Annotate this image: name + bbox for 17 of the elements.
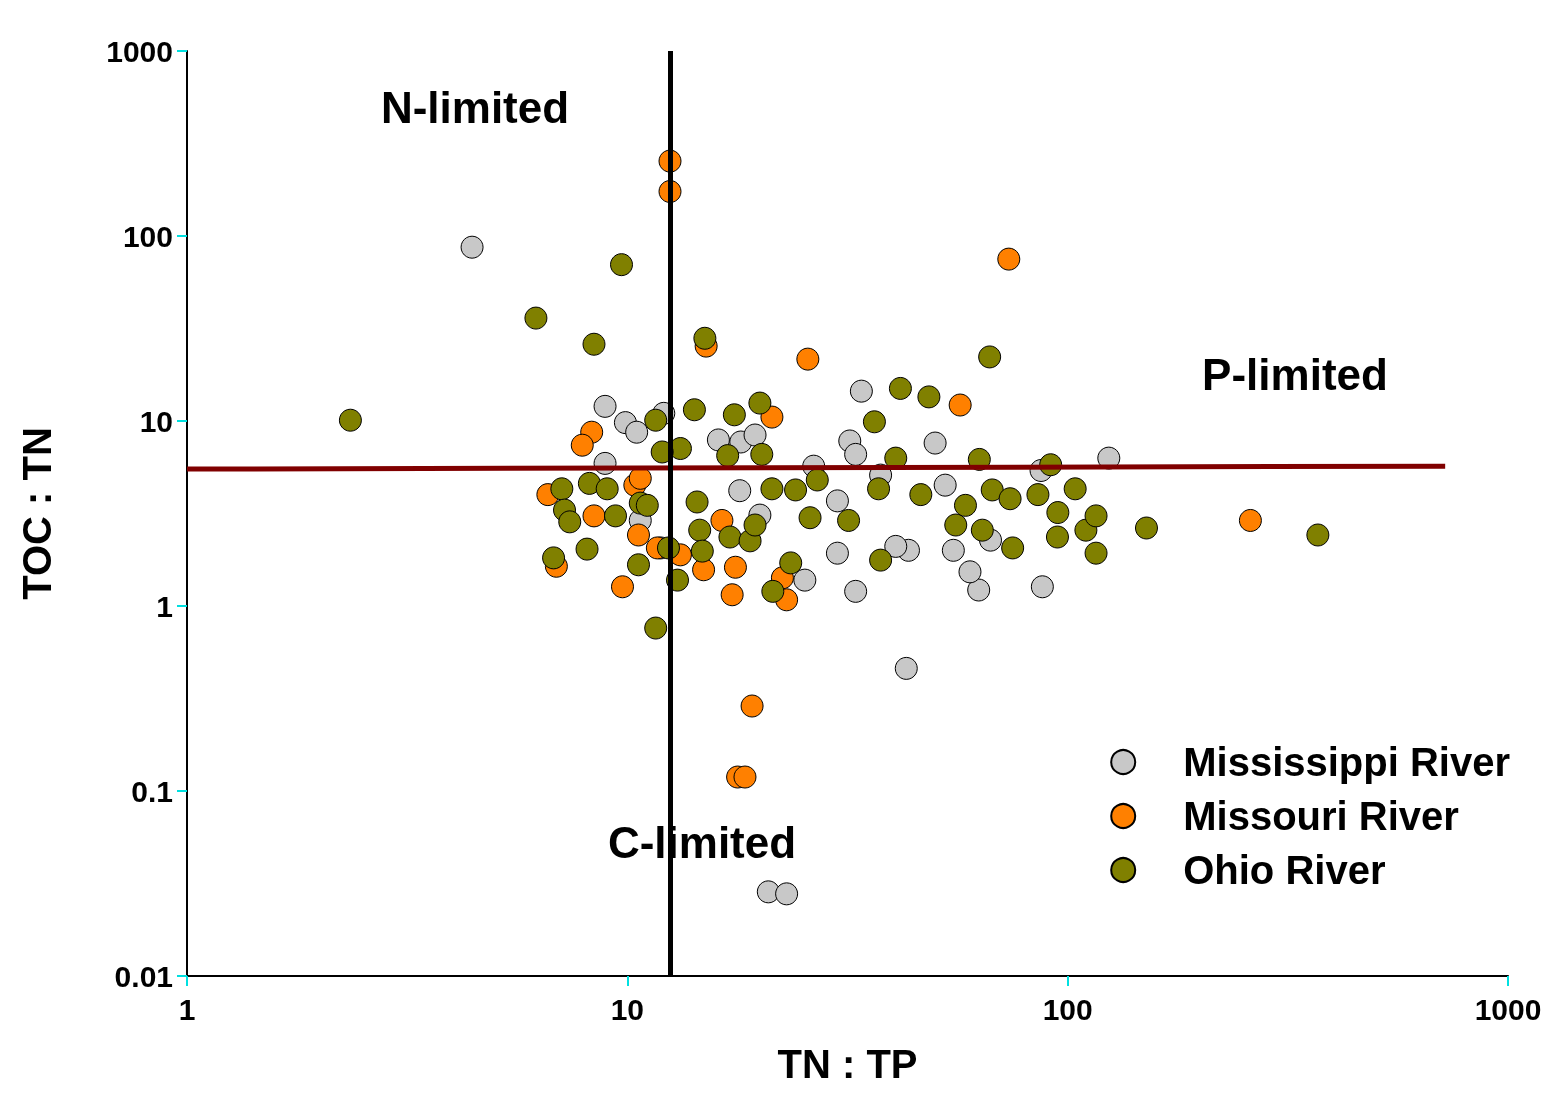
x-axis-title: TN : TP (777, 1042, 918, 1086)
x-tick-label: 100 (1042, 992, 1093, 1026)
legend-label: Missouri River (1183, 794, 1459, 838)
y-tick-label: 1 (156, 589, 173, 623)
legend-label: Mississippi River (1183, 740, 1510, 784)
x-tick-label: 1000 (1474, 992, 1542, 1026)
y-tick-label: 1000 (106, 34, 173, 68)
annotation: P-limited (1202, 349, 1388, 399)
x-tick-label: 1 (178, 992, 196, 1026)
y-tick-label: 100 (122, 219, 173, 253)
annotation: N-limited (380, 82, 570, 132)
y-tick-label: 10 (139, 404, 173, 438)
y-axis-title: TOC : TN (15, 427, 59, 600)
y-tick-label: 0.1 (131, 774, 173, 808)
legend-label: Ohio River (1183, 848, 1386, 892)
x-tick-label: 10 (610, 992, 645, 1026)
y-tick-label: 0.01 (114, 959, 173, 993)
